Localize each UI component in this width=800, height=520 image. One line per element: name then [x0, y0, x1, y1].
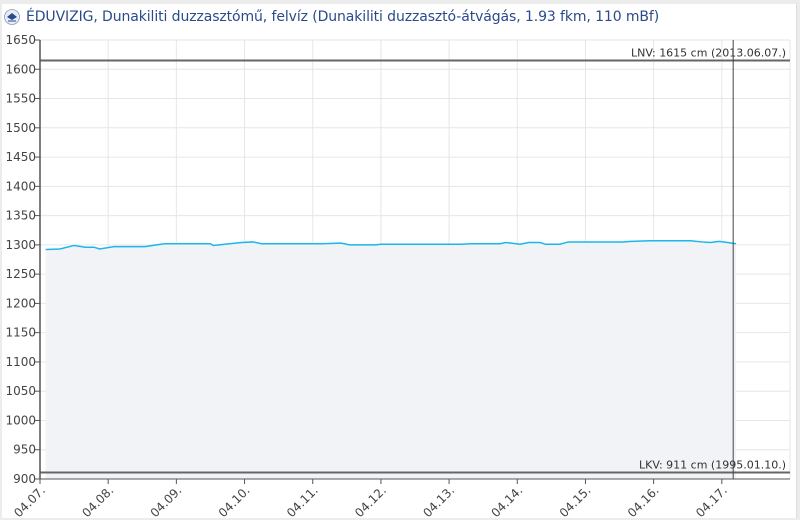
y-tick-label: 1450	[5, 150, 36, 164]
y-tick-label: 1300	[5, 238, 36, 252]
x-tick-label: 04.07.	[11, 483, 48, 520]
series-line	[45, 240, 737, 251]
series-area	[45, 240, 737, 479]
y-tick-label: 1600	[5, 62, 36, 76]
y-tick-label: 1500	[5, 121, 36, 135]
y-tick-label: 1550	[5, 92, 36, 106]
x-tick-label: 04.09.	[148, 483, 185, 520]
x-tick-label: 04.12.	[352, 483, 389, 520]
y-tick-label: 950	[13, 443, 36, 457]
y-tick-label: 1150	[5, 326, 36, 340]
y-tick-label: 1050	[5, 384, 36, 398]
y-tick-label: 1100	[5, 355, 36, 369]
x-tick-label: 04.08.	[79, 483, 116, 520]
y-tick-label: 1350	[5, 209, 36, 223]
y-tick-label: 900	[13, 472, 36, 486]
x-tick-label: 04.11.	[284, 483, 321, 520]
x-tick-label: 04.14.	[489, 483, 526, 520]
x-tick-label: 04.13.	[420, 483, 457, 520]
x-tick-label: 04.16.	[625, 483, 662, 520]
y-tick-label: 1250	[5, 267, 36, 281]
x-tick-label: 04.17.	[693, 483, 730, 520]
eduvizig-logo-icon	[4, 9, 20, 25]
threshold-label: LKV: 911 cm (1995.01.10.)	[639, 459, 786, 472]
y-tick-label: 1000	[5, 413, 36, 427]
x-tick-label: 04.15.	[557, 483, 594, 520]
y-tick-label: 1650	[5, 33, 36, 47]
y-tick-label: 1200	[5, 296, 36, 310]
x-tick-label: 04.10.	[216, 483, 253, 520]
threshold-label: LNV: 1615 cm (2013.06.07.)	[631, 46, 786, 59]
chart-title: ÉDUVIZIG, Dunakiliti duzzasztómű, felvíz…	[26, 9, 660, 25]
y-tick-label: 1400	[5, 179, 36, 193]
